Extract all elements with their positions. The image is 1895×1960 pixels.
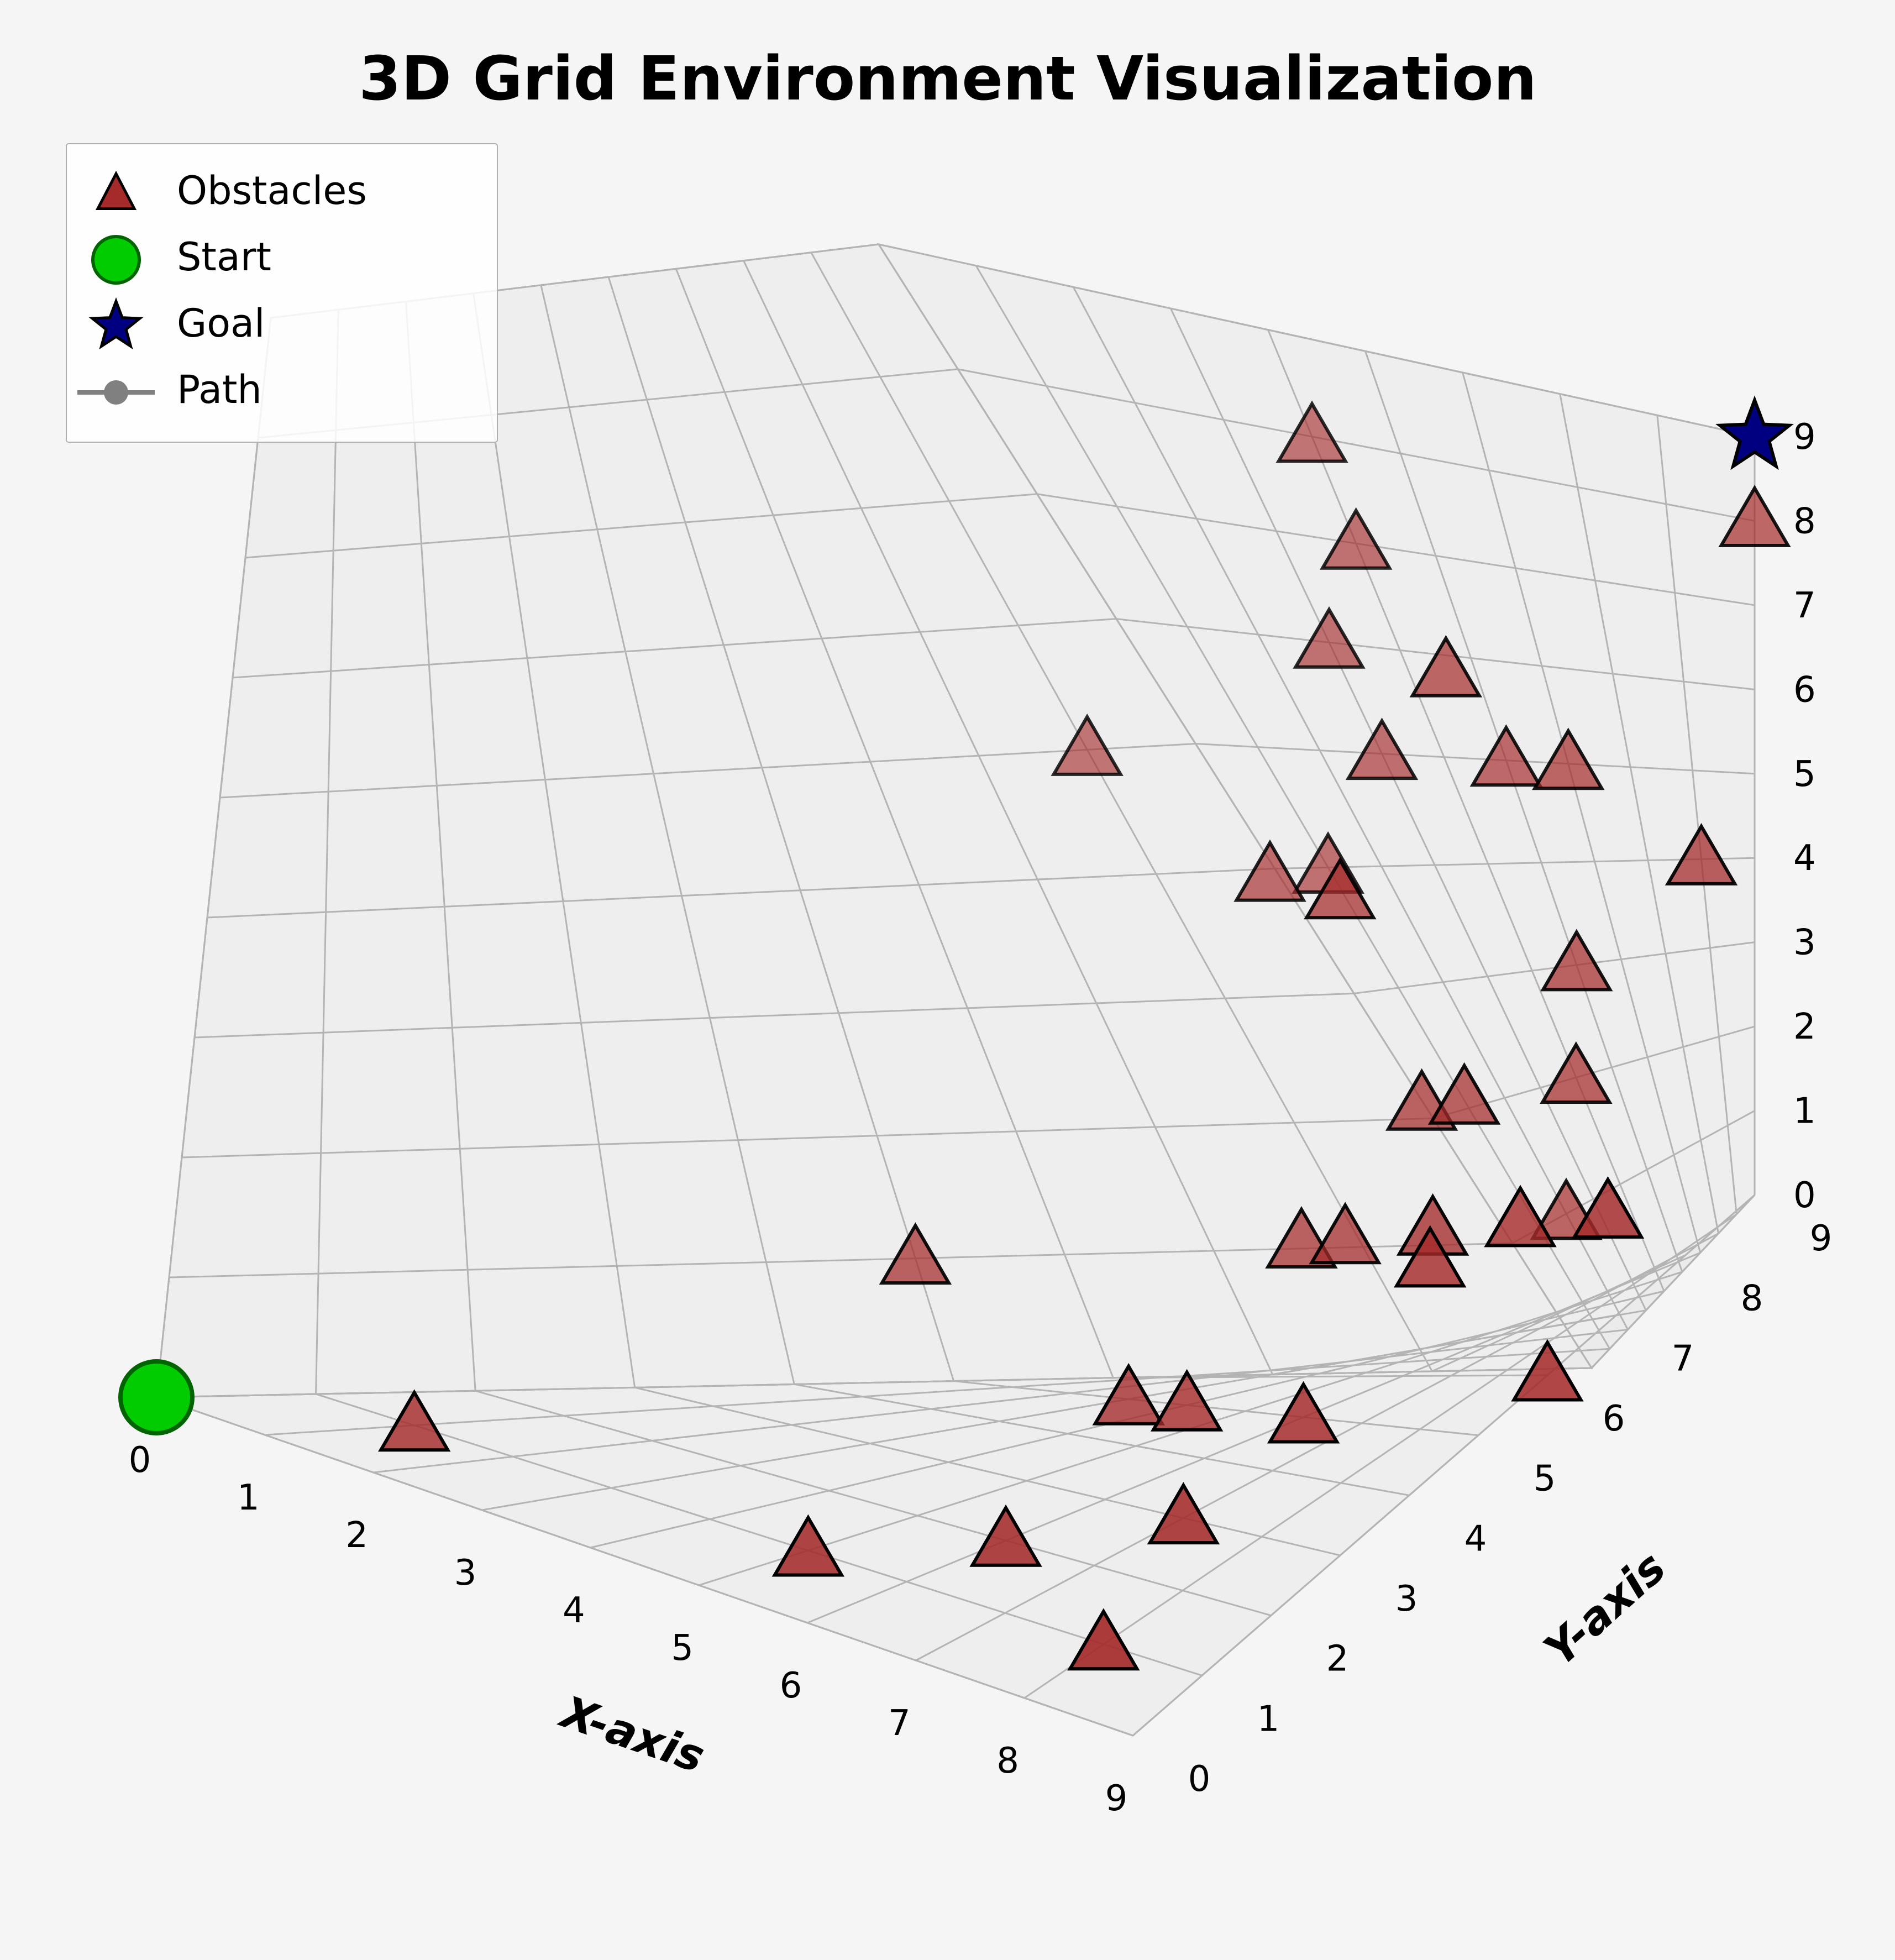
x-tick: 2: [345, 1515, 368, 1556]
x-tick: 0: [129, 1440, 151, 1481]
y-tick: 3: [1395, 1579, 1418, 1620]
y-tick: 9: [1810, 1218, 1833, 1259]
x-tick: 3: [454, 1553, 477, 1594]
z-tick: 4: [1793, 838, 1816, 879]
x-tick: 7: [888, 1703, 911, 1744]
legend-label: Goal: [177, 301, 265, 346]
start-marker: [120, 1361, 192, 1433]
y-tick: 5: [1534, 1459, 1556, 1500]
x-axis-label: X-axis: [553, 1685, 711, 1783]
legend-start-icon: [93, 237, 139, 283]
y-tick: 0: [1188, 1759, 1211, 1800]
z-tick: 9: [1793, 417, 1816, 458]
y-tick: 7: [1672, 1338, 1694, 1379]
x-tick: 6: [780, 1665, 802, 1706]
chart-stage: 3D Grid Environment Visualization 0 1 2 3 4 5…: [0, 0, 1895, 1960]
z-tick: 1: [1793, 1091, 1816, 1132]
y-axis-label: Y-axis: [1534, 1542, 1675, 1676]
x-tick: 5: [671, 1628, 694, 1669]
axis-panes: [156, 244, 1755, 1736]
x-tick: 4: [563, 1590, 585, 1631]
legend-label: Start: [177, 234, 271, 280]
y-tick: 8: [1741, 1278, 1763, 1319]
legend-label: Obstacles: [177, 168, 367, 213]
y-tick: 1: [1257, 1699, 1280, 1739]
x-tick: 1: [237, 1477, 260, 1518]
chart-title: 3D Grid Environment Visualization: [359, 43, 1537, 114]
legend: Obstacles Start Goal Path: [66, 144, 497, 442]
legend-path-dot: [104, 380, 128, 405]
z-tick: 6: [1793, 669, 1816, 710]
y-tick: 4: [1464, 1518, 1487, 1559]
legend-label: Path: [177, 367, 262, 412]
y-tick: 2: [1326, 1639, 1349, 1680]
z-tick: 0: [1793, 1175, 1816, 1216]
z-tick: 8: [1793, 501, 1816, 542]
z-tick: 3: [1793, 923, 1816, 963]
x-tick: 8: [996, 1741, 1019, 1781]
z-tick: 7: [1793, 585, 1816, 626]
y-tick: 6: [1603, 1398, 1625, 1439]
x-tick: 9: [1105, 1778, 1128, 1819]
z-tick: 5: [1793, 754, 1816, 795]
z-tick: 2: [1793, 1007, 1816, 1047]
